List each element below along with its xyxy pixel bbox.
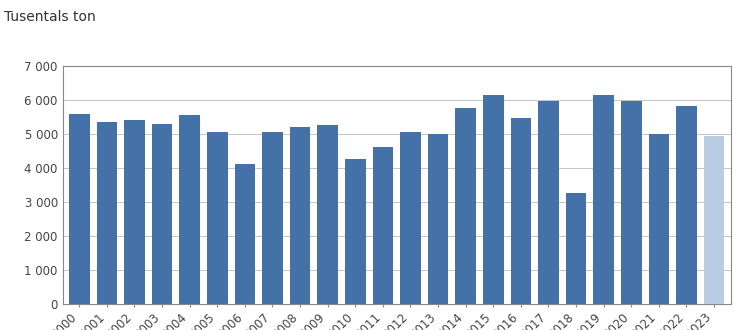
Bar	[593, 95, 614, 304]
Bar	[428, 134, 449, 304]
Bar	[483, 95, 503, 304]
Bar	[400, 132, 421, 304]
Bar	[621, 101, 641, 304]
Bar	[373, 148, 393, 304]
Bar	[317, 125, 338, 304]
Bar	[235, 164, 255, 304]
Bar	[207, 132, 227, 304]
Bar	[290, 127, 311, 304]
Bar	[345, 159, 365, 304]
Bar	[455, 109, 476, 304]
Bar	[649, 134, 669, 304]
Text: Tusentals ton: Tusentals ton	[4, 10, 95, 24]
Bar	[704, 136, 725, 304]
Bar	[676, 106, 697, 304]
Bar	[124, 120, 145, 304]
Bar	[179, 115, 200, 304]
Bar	[566, 193, 587, 304]
Bar	[262, 132, 283, 304]
Bar	[69, 114, 89, 304]
Bar	[152, 124, 173, 304]
Bar	[538, 101, 559, 304]
Bar	[97, 122, 117, 304]
Bar	[511, 117, 531, 304]
